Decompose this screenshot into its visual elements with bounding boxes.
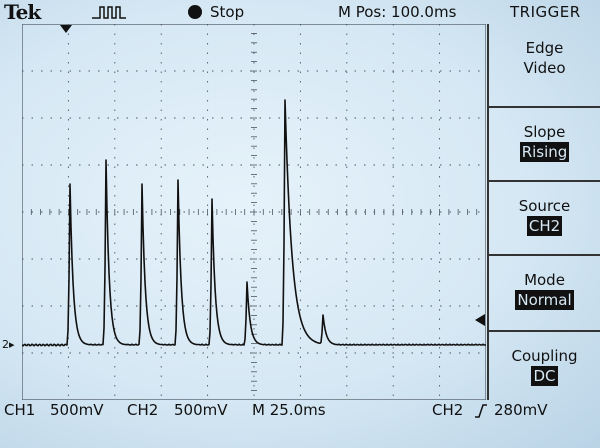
menu-title: TRIGGER [510,3,581,21]
grid-lines [22,24,486,400]
horizontal-position-readout: M Pos: 100.0ms [338,3,457,21]
ch1-label: CH1 [4,401,36,419]
brand-logo: Tek [4,0,41,24]
menu-item-type[interactable]: Edge Video [489,24,600,108]
menu-item-source-value: CH2 [526,216,563,236]
menu-item-coupling-value: DC [531,366,558,386]
trigger-source-readout: CH2 [432,401,464,419]
menu-item-slope-value: Rising [519,142,570,162]
status-bar-top: Tek Stop M Pos: 100.0ms TRIGGER [0,0,600,24]
menu-item-coupling-label: Coupling [511,347,578,365]
trigger-menu: Edge Video Slope Rising Source CH2 Mode … [487,24,600,400]
menu-item-mode-label: Mode [524,271,565,289]
trigger-level-readout: 280mV [494,401,548,419]
ch2-label: CH2 [127,401,159,419]
acquisition-state: Stop [210,3,245,21]
ch1-scale: 500mV [50,401,104,419]
menu-item-mode[interactable]: Mode Normal [489,256,600,332]
timebase-readout: M 25.0ms [252,401,326,419]
menu-item-source[interactable]: Source CH2 [489,182,600,256]
stop-indicator-icon [188,5,202,19]
rising-edge-icon [475,404,487,418]
menu-item-mode-value: Normal [515,290,574,310]
ground-marker-label: 2 [2,338,9,351]
menu-item-coupling[interactable]: Coupling DC [489,332,600,400]
trigger-position-marker-icon [60,25,72,33]
ch2-waveform-trace [22,99,486,347]
status-bar-bottom: CH1 500mV CH2 500mV M 25.0ms CH2 280mV [0,400,600,448]
menu-item-slope-label: Slope [523,123,566,141]
waveform-graticule [22,24,486,400]
menu-item-source-label: Source [518,197,571,215]
acquisition-pulse-icon [92,6,126,19]
menu-item-slope[interactable]: Slope Rising [489,108,600,182]
menu-item-type-label: Edge [525,39,564,57]
trigger-level-marker-icon [475,314,485,326]
menu-item-type-value: Video [523,59,566,77]
ch2-scale: 500mV [174,401,228,419]
ch2-ground-marker: 2▸ [2,338,15,351]
